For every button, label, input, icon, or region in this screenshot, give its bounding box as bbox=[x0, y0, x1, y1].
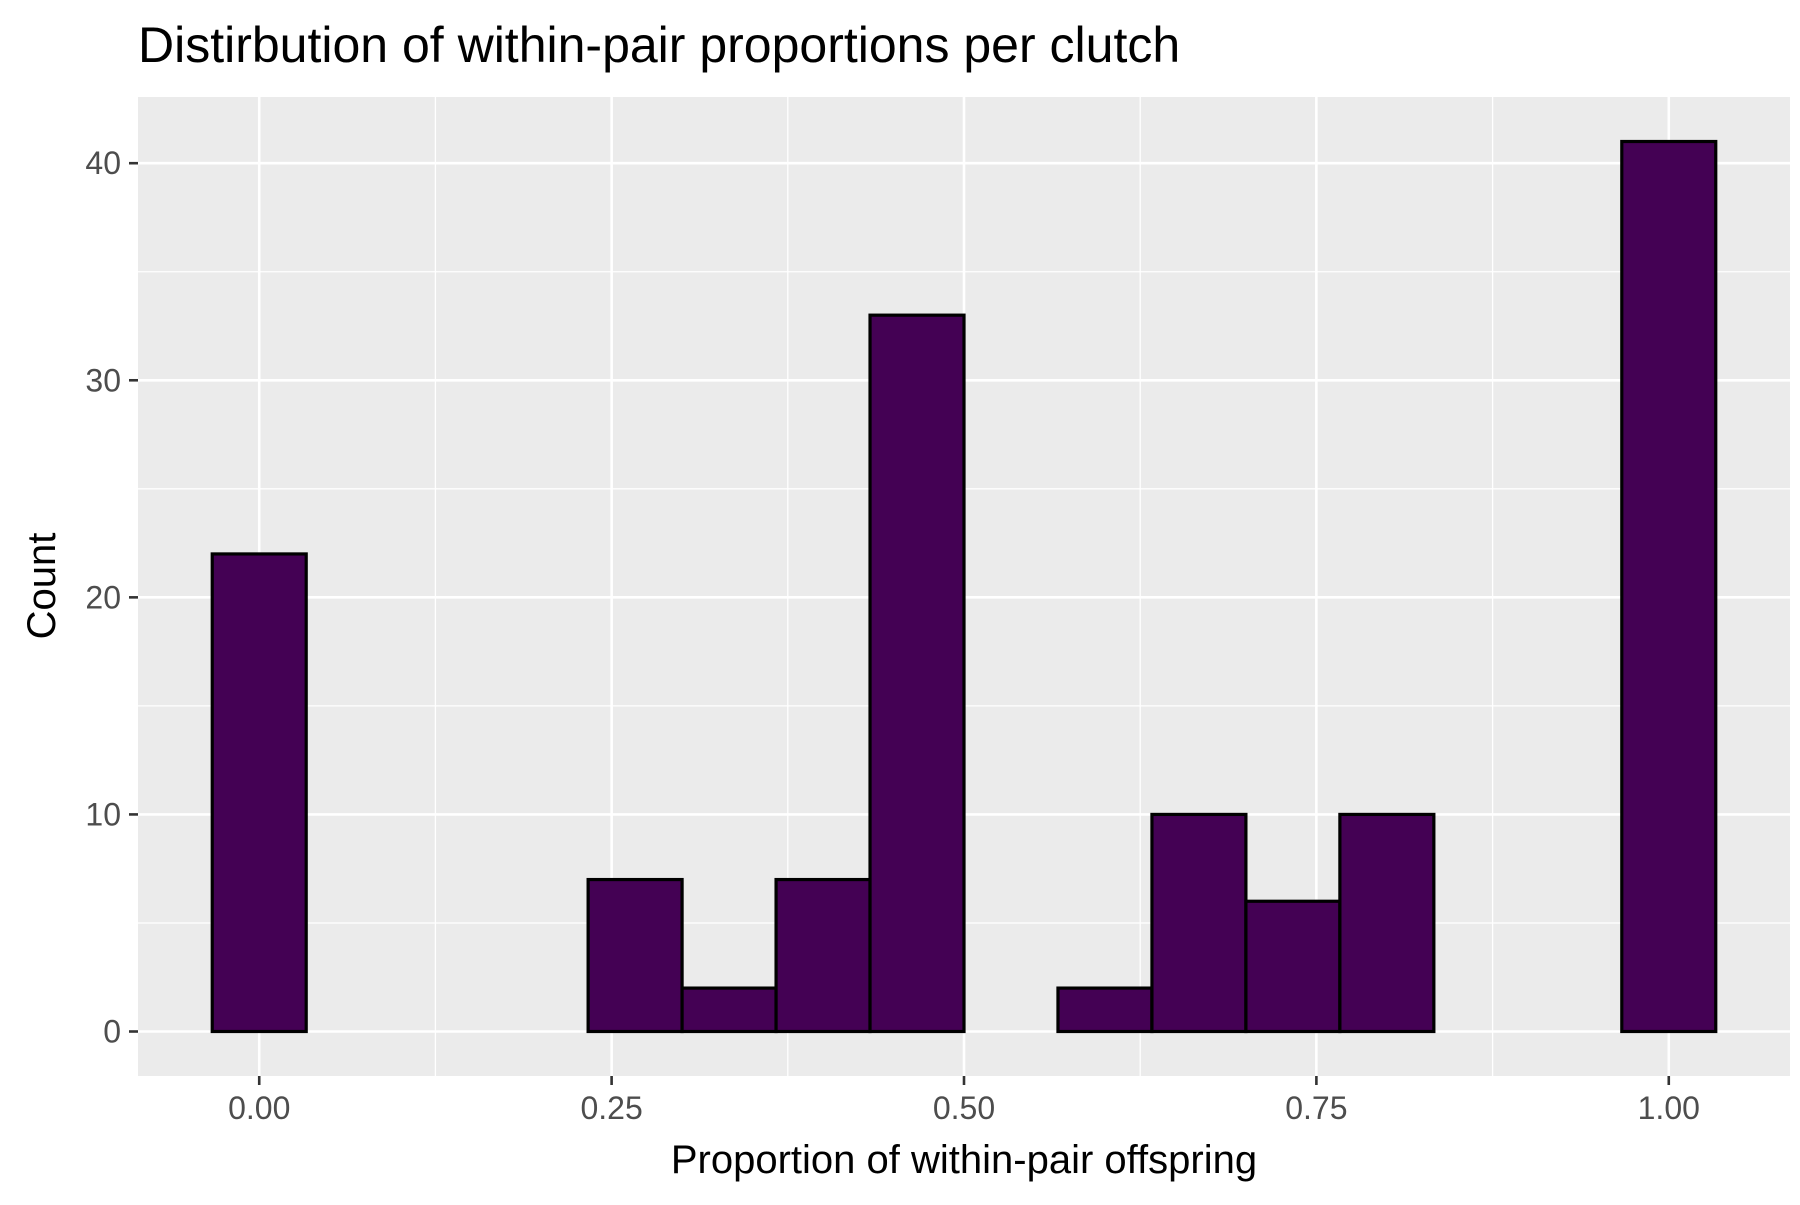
histogram-bar bbox=[774, 877, 872, 1034]
histogram-bar bbox=[1150, 812, 1248, 1034]
histogram-bar bbox=[1620, 139, 1718, 1034]
histogram-bars bbox=[210, 139, 1718, 1034]
x-tick-label: 0.25 bbox=[580, 1090, 642, 1126]
histogram-bar bbox=[586, 877, 684, 1034]
x-tick-label: 0.50 bbox=[933, 1090, 995, 1126]
y-axis-title: Count bbox=[20, 533, 64, 640]
y-tick-label: 0 bbox=[103, 1014, 121, 1050]
y-tick-label: 40 bbox=[85, 145, 121, 181]
histogram-bar bbox=[868, 313, 966, 1034]
histogram-bar bbox=[1338, 812, 1436, 1034]
histogram-bar bbox=[1244, 899, 1342, 1034]
x-tick-label: 0.75 bbox=[1285, 1090, 1347, 1126]
chart-title: Distirbution of within-pair proportions … bbox=[138, 17, 1180, 73]
y-tick-label: 30 bbox=[85, 362, 121, 398]
y-tick-label: 20 bbox=[85, 579, 121, 615]
histogram-bar bbox=[1056, 986, 1154, 1034]
histogram-bar bbox=[680, 986, 778, 1034]
histogram-bar bbox=[210, 552, 308, 1034]
x-axis-title: Proportion of within-pair offspring bbox=[671, 1138, 1257, 1182]
axis-ticks bbox=[129, 161, 1671, 1085]
tick-labels: 0.00 0.25 0.50 0.75 1.00 0 10 20 30 40 bbox=[85, 145, 1700, 1126]
x-tick-label: 0.00 bbox=[228, 1090, 290, 1126]
x-tick-label: 1.00 bbox=[1638, 1090, 1700, 1126]
y-tick-label: 10 bbox=[85, 796, 121, 832]
